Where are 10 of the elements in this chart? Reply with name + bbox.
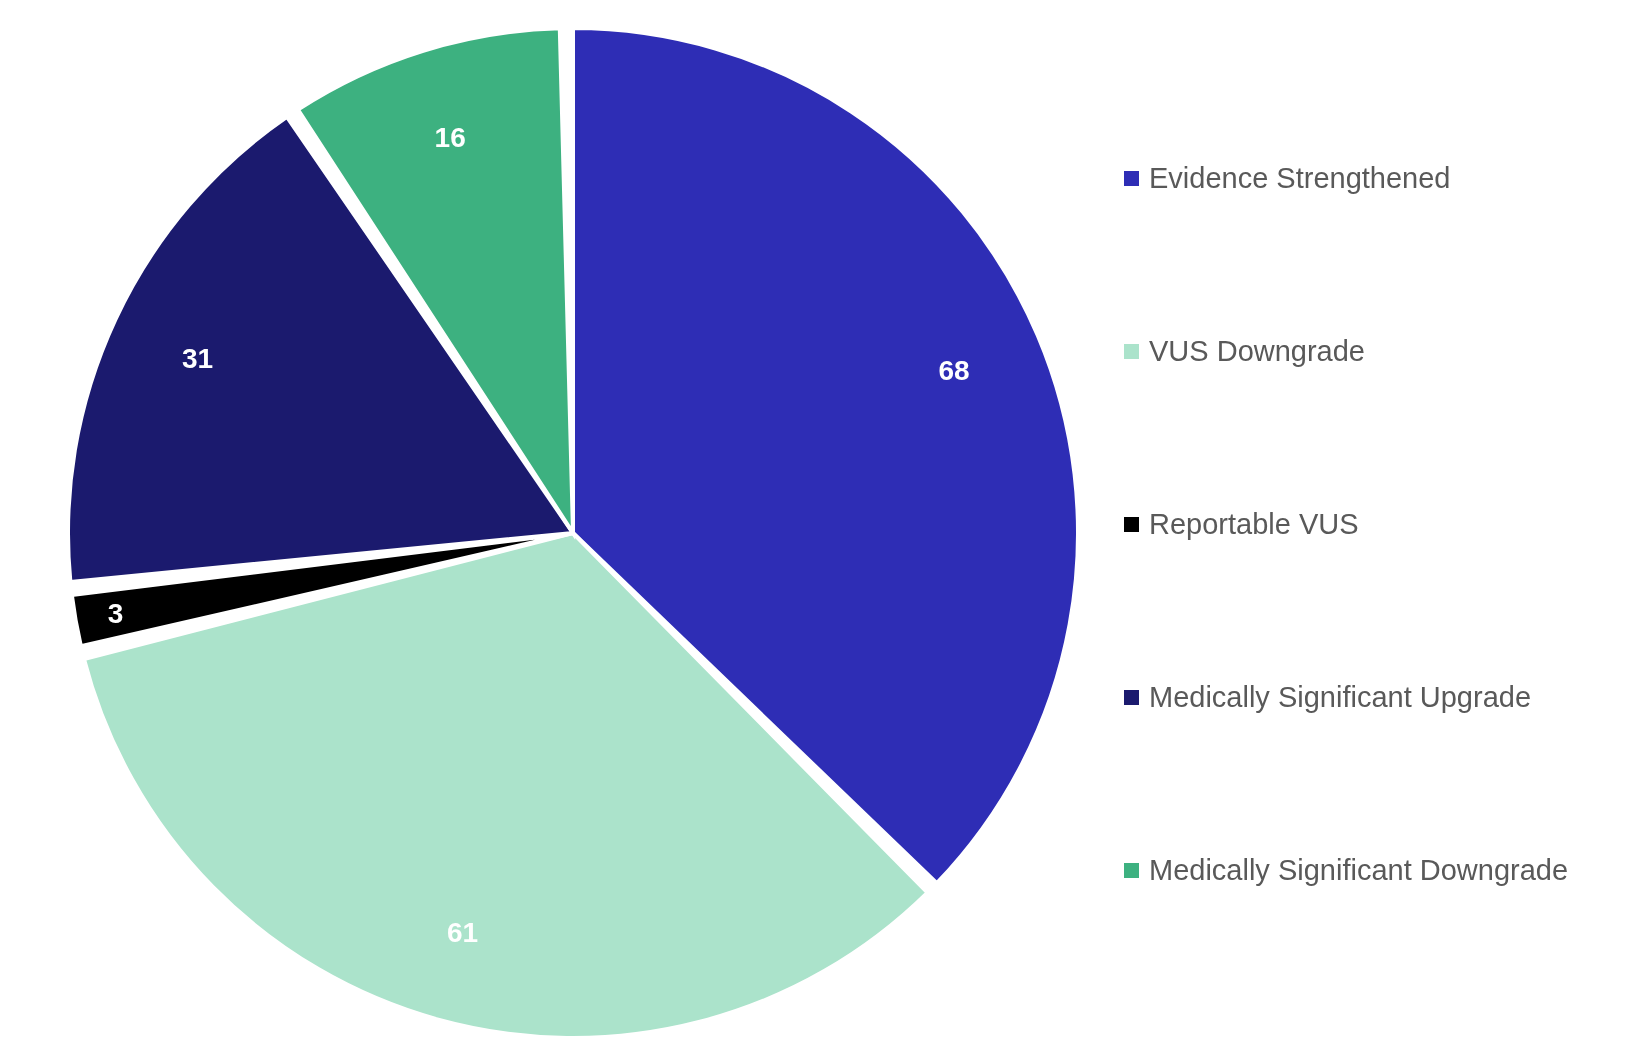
legend-label: Medically Significant Downgrade	[1149, 854, 1569, 887]
legend-label: Reportable VUS	[1149, 508, 1359, 541]
legend-label: VUS Downgrade	[1149, 335, 1365, 368]
legend-label: Medically Significant Upgrade	[1149, 681, 1532, 714]
data-label: 61	[446, 916, 479, 948]
data-label: 3	[107, 598, 124, 630]
legend-label: Evidence Strengthened	[1149, 162, 1451, 195]
data-label: 16	[434, 122, 466, 154]
data-label: 68	[938, 355, 970, 387]
data-label: 31	[182, 342, 214, 374]
